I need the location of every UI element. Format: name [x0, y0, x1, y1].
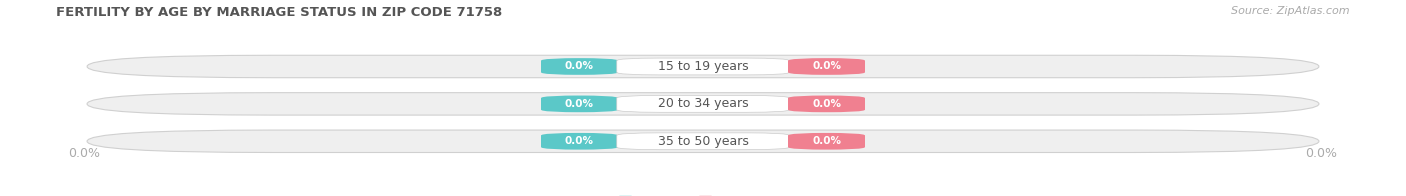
Text: 0.0%: 0.0% — [813, 62, 841, 72]
FancyBboxPatch shape — [787, 95, 865, 112]
Text: 0.0%: 0.0% — [565, 99, 593, 109]
FancyBboxPatch shape — [617, 95, 789, 112]
FancyBboxPatch shape — [87, 93, 1319, 115]
Text: FERTILITY BY AGE BY MARRIAGE STATUS IN ZIP CODE 71758: FERTILITY BY AGE BY MARRIAGE STATUS IN Z… — [56, 6, 502, 19]
FancyBboxPatch shape — [541, 133, 619, 150]
Legend: Married, Unmarried: Married, Unmarried — [613, 191, 793, 196]
Text: 0.0%: 0.0% — [813, 136, 841, 146]
Text: 15 to 19 years: 15 to 19 years — [658, 60, 748, 73]
Text: 0.0%: 0.0% — [69, 147, 101, 160]
Text: 35 to 50 years: 35 to 50 years — [658, 135, 748, 148]
Text: 20 to 34 years: 20 to 34 years — [658, 97, 748, 110]
FancyBboxPatch shape — [787, 58, 865, 75]
Text: 0.0%: 0.0% — [813, 99, 841, 109]
FancyBboxPatch shape — [87, 130, 1319, 152]
FancyBboxPatch shape — [541, 95, 619, 112]
FancyBboxPatch shape — [541, 58, 619, 75]
FancyBboxPatch shape — [617, 58, 789, 75]
Text: 0.0%: 0.0% — [1305, 147, 1337, 160]
FancyBboxPatch shape — [787, 133, 865, 150]
FancyBboxPatch shape — [617, 133, 789, 150]
Text: Source: ZipAtlas.com: Source: ZipAtlas.com — [1232, 6, 1350, 16]
Text: 0.0%: 0.0% — [565, 136, 593, 146]
FancyBboxPatch shape — [87, 55, 1319, 78]
Text: 0.0%: 0.0% — [565, 62, 593, 72]
